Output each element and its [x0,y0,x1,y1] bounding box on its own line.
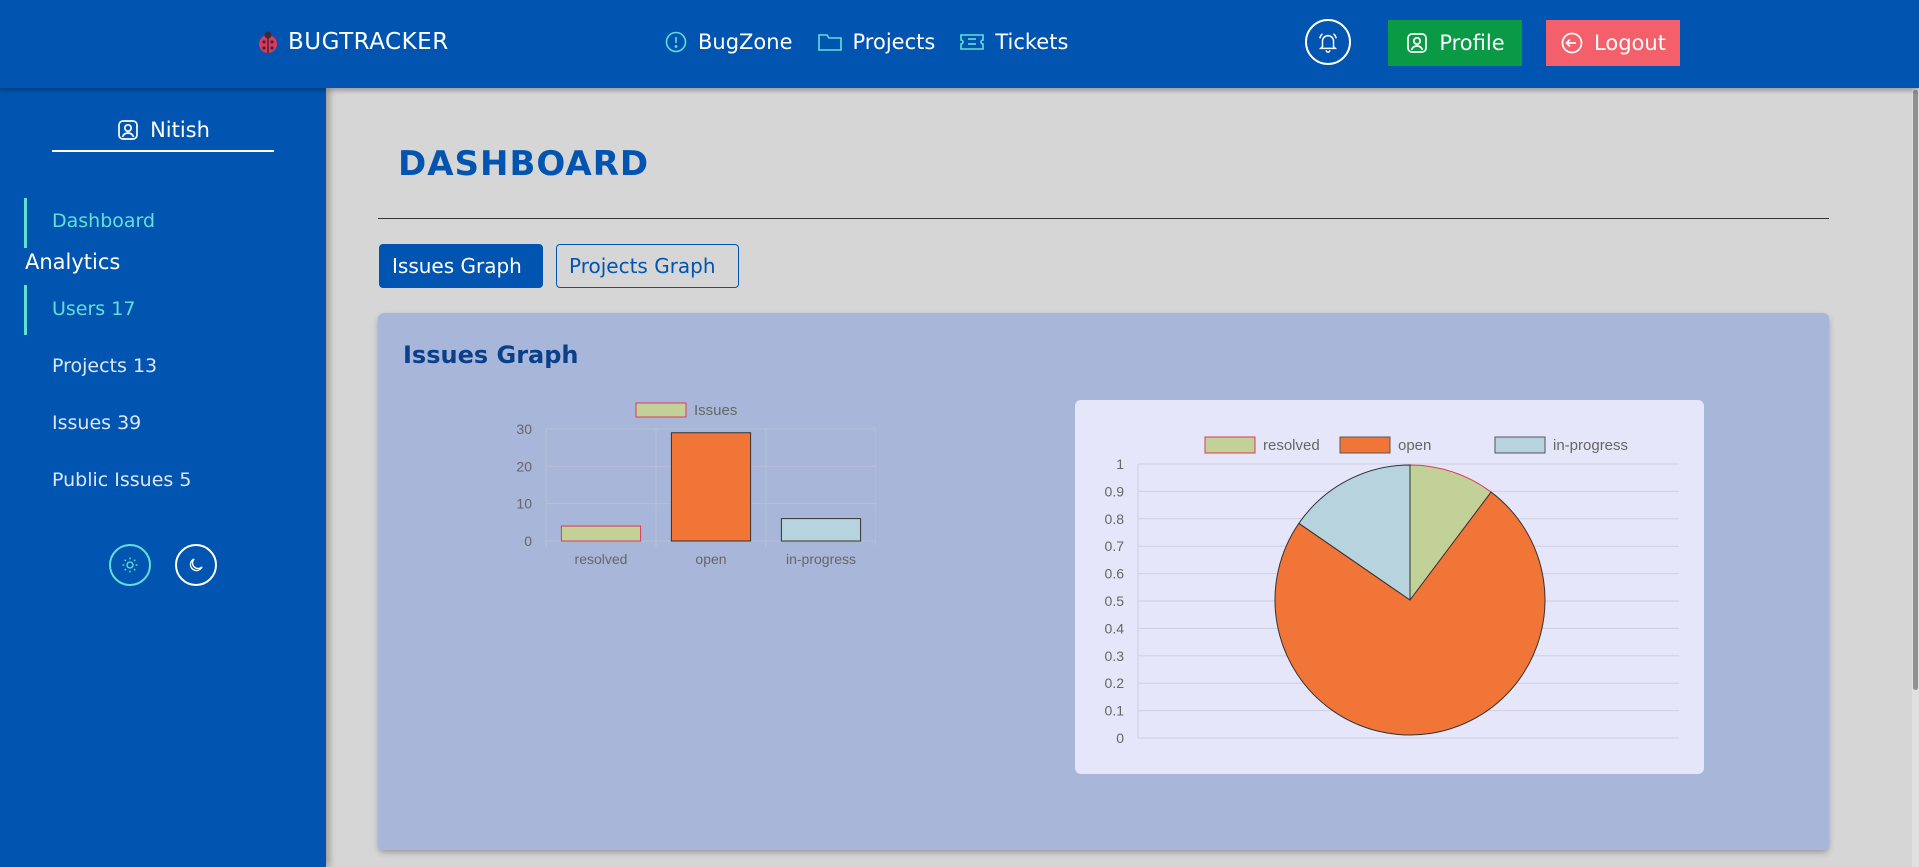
x-tick-label: open [695,551,726,567]
y-tick-label: 10 [516,496,532,512]
brand[interactable]: BUGTRACKER [256,26,449,58]
y-tick-label: 20 [516,458,532,474]
y-tick-label: 0.3 [1105,648,1125,664]
y-tick-label: 1 [1116,456,1124,472]
sidebar-item-issues[interactable]: Issues 39 [52,412,142,434]
logout-button[interactable]: Logout [1546,20,1680,66]
user-name: Nitish [150,118,210,142]
issues-graph-panel: Issues Graph Issues 0 10 20 30 resolved open in… [378,313,1829,850]
top-navbar: BUGTRACKER BugZone Projects Tickets [0,0,1919,88]
x-tick-label: in-progress [786,551,856,567]
sidebar: Nitish Dashboard Analytics Users 17 Proj… [0,88,326,867]
pie-slice [1274,491,1546,736]
sidebar-item-dashboard[interactable]: Dashboard [52,210,156,232]
nav-bugzone[interactable]: BugZone [664,30,793,54]
logout-icon [1561,32,1583,54]
legend-swatch-issues [635,402,687,418]
bar [670,432,752,542]
bell-icon [1318,33,1338,53]
y-tick-label: 0.8 [1105,511,1125,527]
sun-icon [122,557,138,573]
y-tick-label: 30 [516,421,532,437]
profile-button[interactable]: Profile [1388,20,1522,66]
logout-label: Logout [1594,31,1666,55]
y-tick-label: 0 [1116,730,1124,746]
x-tick-label: resolved [575,551,628,567]
legend-swatch [1204,436,1256,454]
sidebar-user[interactable]: Nitish [52,118,274,152]
legend-label: open [1398,437,1431,454]
panel-title: Issues Graph [403,341,579,369]
issues-pie-card: resolved open in-progress 0 0.1 0.2 0.3 0.4 0.5 0… [1075,400,1704,774]
legend-label-issues: Issues [694,402,737,419]
dark-theme-button[interactable] [175,544,217,586]
bar [560,525,642,542]
page-title: DASHBOARD [398,144,650,184]
sidebar-item-projects[interactable]: Projects 13 [52,355,158,377]
sidebar-item-users[interactable]: Users 17 [52,298,136,320]
active-indicator [24,285,27,335]
sidebar-item-public-issues[interactable]: Public Issues 5 [52,469,192,491]
pie-slice [1409,464,1492,602]
legend-swatch [1494,436,1546,454]
y-tick-label: 0.4 [1105,620,1125,636]
nav-projects-label: Projects [852,30,936,54]
legend-label: resolved [1263,437,1320,454]
y-tick-label: 0 [524,533,532,549]
nav-bugzone-label: BugZone [698,30,793,54]
user-square-icon [1407,33,1428,53]
y-tick-label: 0.6 [1105,566,1125,582]
y-tick-label: 0.2 [1105,675,1125,691]
ticket-icon [960,34,985,50]
notifications-button[interactable] [1305,19,1351,65]
legend-label: in-progress [1553,437,1628,454]
user-square-icon [118,120,138,140]
analytics-heading: Analytics [25,250,121,274]
nav-tickets-label: Tickets [995,30,1069,54]
tab-issues-graph[interactable]: Issues Graph [379,244,543,288]
y-tick-label: 0.1 [1105,703,1125,719]
folder-icon [817,34,842,51]
title-divider [378,218,1829,219]
pie-slice [1298,464,1411,601]
active-indicator [24,198,27,248]
alert-circle-icon [665,31,687,53]
ladybug-icon [259,31,277,53]
moon-icon [189,558,203,572]
y-tick-label: 0.5 [1105,593,1125,609]
y-tick-label: 0.7 [1105,538,1125,554]
scrollbar-thumb[interactable] [1913,90,1918,690]
bar [780,518,862,542]
nav-projects[interactable]: Projects [817,30,936,54]
nav-tickets[interactable]: Tickets [959,30,1068,54]
main-nav: BugZone Projects Tickets [664,26,1068,58]
brand-name: BUGTRACKER [288,29,449,55]
profile-label: Profile [1439,31,1505,55]
light-theme-button[interactable] [109,544,151,586]
issues-bar-chart: Issues 0 10 20 30 resolved open in-progress [516,402,876,567]
y-tick-label: 0.9 [1105,483,1125,499]
issues-pie-chart: resolved open in-progress 0 0.1 0.2 0.3 0.4 0.5 0… [1105,436,1679,746]
tab-projects-graph[interactable]: Projects Graph [556,244,739,288]
legend-swatch [1339,436,1391,454]
